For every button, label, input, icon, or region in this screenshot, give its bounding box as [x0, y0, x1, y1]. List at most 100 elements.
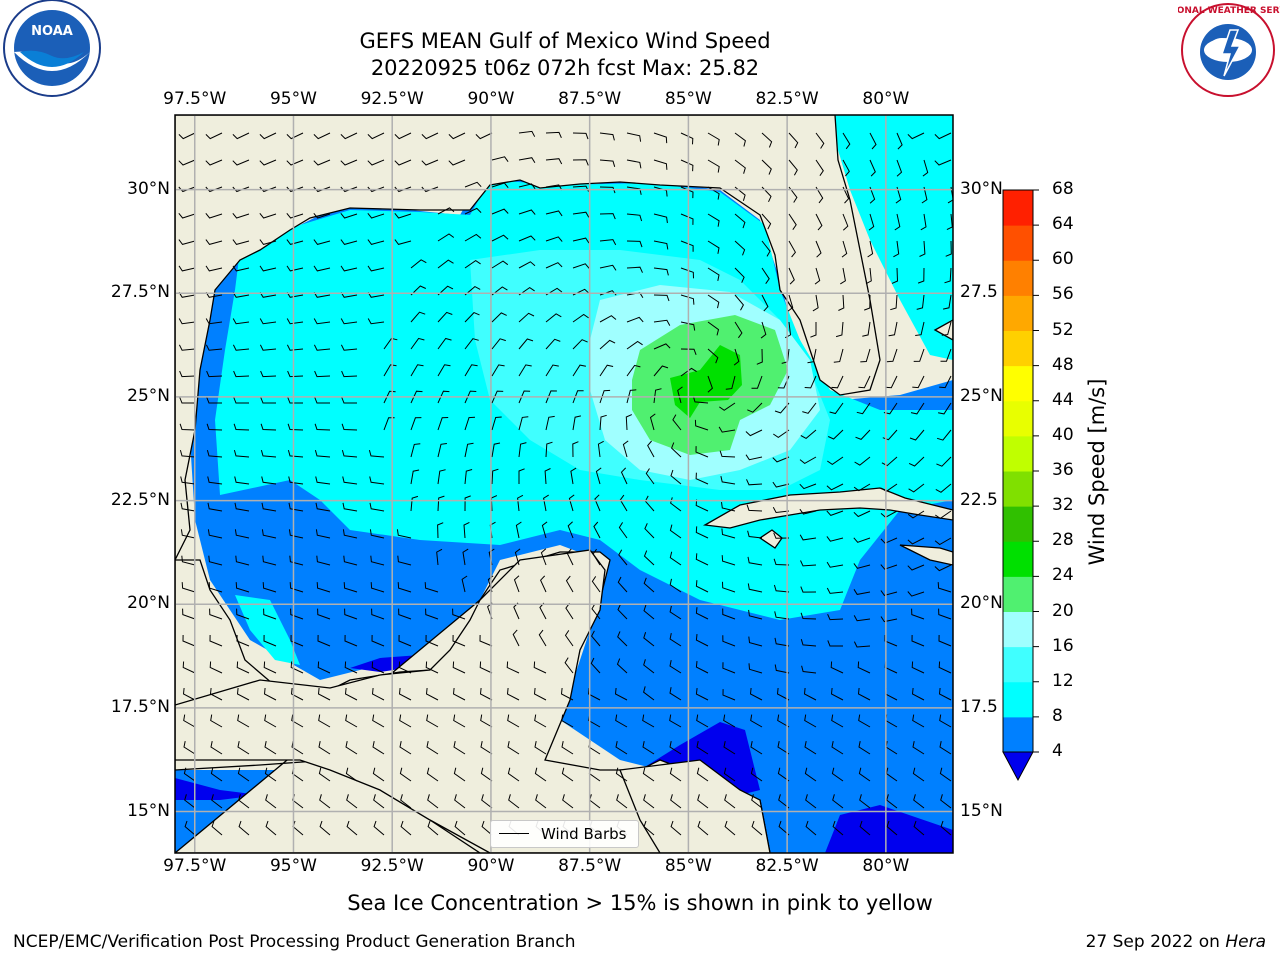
- wind-barb: [208, 555, 223, 566]
- wind-barb: [398, 687, 412, 701]
- wind-barb: [314, 423, 331, 431]
- wind-barb: [827, 613, 844, 621]
- wind-barb: [722, 689, 736, 701]
- wind-barb: [179, 423, 196, 431]
- wind-barb: [464, 338, 479, 350]
- wind-barb: [259, 186, 277, 193]
- wind-barb: [776, 687, 790, 701]
- wind-barb: [208, 582, 223, 593]
- wind-barb: [725, 375, 736, 390]
- wind-barb: [695, 446, 709, 458]
- wind-barb: [340, 318, 358, 325]
- wind-barb: [669, 741, 682, 755]
- wind-barb: [647, 440, 655, 458]
- wind-barb: [833, 348, 844, 363]
- wind-barb: [410, 259, 427, 269]
- wind-barb: [815, 132, 825, 149]
- wind-barb: [533, 661, 547, 674]
- wind-barb: [259, 132, 277, 140]
- wind-barb: [179, 370, 196, 378]
- wind-barb: [232, 239, 250, 245]
- wind-barb: [888, 321, 898, 337]
- wind-barb: [917, 267, 925, 284]
- wind-barb: [561, 767, 574, 782]
- wind-barb: [448, 132, 466, 140]
- wind-barb: [788, 240, 797, 258]
- under-4-region: [175, 778, 260, 800]
- wind-barb: [564, 630, 574, 647]
- wind-barb: [788, 267, 795, 285]
- wind-barb: [815, 240, 822, 258]
- wind-barb: [313, 239, 331, 245]
- lon-tick-bottom: 82.5°W: [755, 856, 819, 876]
- wind-barb: [398, 608, 412, 620]
- wind-barb: [671, 442, 682, 458]
- wind-barb: [891, 267, 899, 284]
- wind-barb: [287, 449, 304, 458]
- wind-barb: [599, 132, 615, 141]
- wind-barb: [260, 423, 277, 431]
- wind-barb: [807, 348, 817, 364]
- legend-label: Wind Barbs: [541, 825, 627, 843]
- wind-barb: [410, 390, 423, 404]
- wind-barb: [479, 634, 493, 647]
- lat-tick-left: 22.5°N: [110, 489, 170, 510]
- wind-barb: [463, 521, 470, 539]
- wind-barb: [800, 586, 817, 593]
- wind-barb: [383, 364, 397, 377]
- wind-barb: [410, 443, 421, 458]
- wind-barb: [261, 476, 277, 485]
- wind-barb: [938, 608, 952, 620]
- wind-barb: [643, 577, 655, 593]
- wind-barb: [315, 502, 331, 512]
- wind-barb: [707, 159, 720, 173]
- wind-barb: [774, 664, 790, 674]
- wind-barb: [761, 213, 772, 230]
- wind-barb: [344, 634, 358, 647]
- wind-barb: [515, 521, 522, 539]
- wind-barb: [935, 483, 952, 493]
- wind-barb: [826, 510, 844, 516]
- wind-barb: [424, 582, 439, 593]
- wind-barb: [593, 521, 601, 539]
- wind-barb: [747, 402, 763, 413]
- wind-barb: [787, 294, 794, 312]
- wind-barb: [572, 132, 589, 140]
- wind-barb: [778, 820, 790, 836]
- lon-tick-top: 85°W: [664, 89, 712, 109]
- colorbar-segment: [1003, 646, 1033, 683]
- wind-barb: [344, 661, 358, 674]
- wind-barb: [232, 186, 250, 193]
- wind-barb: [940, 794, 952, 809]
- wind-barb: [237, 767, 250, 782]
- wind-barb: [911, 608, 925, 620]
- wind-barb: [750, 714, 763, 728]
- wind-barb: [625, 414, 632, 431]
- wind-barb: [540, 575, 547, 593]
- wind-barb: [506, 687, 520, 701]
- wind-barb: [238, 820, 250, 836]
- wind-barb: [853, 537, 871, 543]
- wind-barb: [945, 240, 952, 257]
- wind-barb: [367, 239, 385, 245]
- wind-barb: [290, 608, 304, 620]
- wind-barb: [178, 132, 196, 140]
- wind-barb: [894, 213, 901, 231]
- wind-barb: [182, 634, 196, 647]
- wind-barb: [831, 767, 844, 782]
- wind-barb: [815, 159, 824, 176]
- wind-barb: [912, 714, 925, 728]
- wind-barb: [179, 449, 196, 458]
- wind-barb: [518, 130, 536, 137]
- wind-barb: [722, 635, 736, 647]
- wind-barb: [761, 132, 773, 148]
- wind-barb: [286, 132, 304, 140]
- wind-barb: [653, 240, 669, 250]
- wind-barb: [915, 321, 925, 336]
- wind-barb: [437, 522, 444, 539]
- wind-barb: [719, 450, 736, 458]
- wind-barb: [804, 741, 817, 755]
- wind-barb: [545, 131, 562, 139]
- wind-barb: [317, 687, 331, 701]
- wind-barb: [464, 285, 481, 296]
